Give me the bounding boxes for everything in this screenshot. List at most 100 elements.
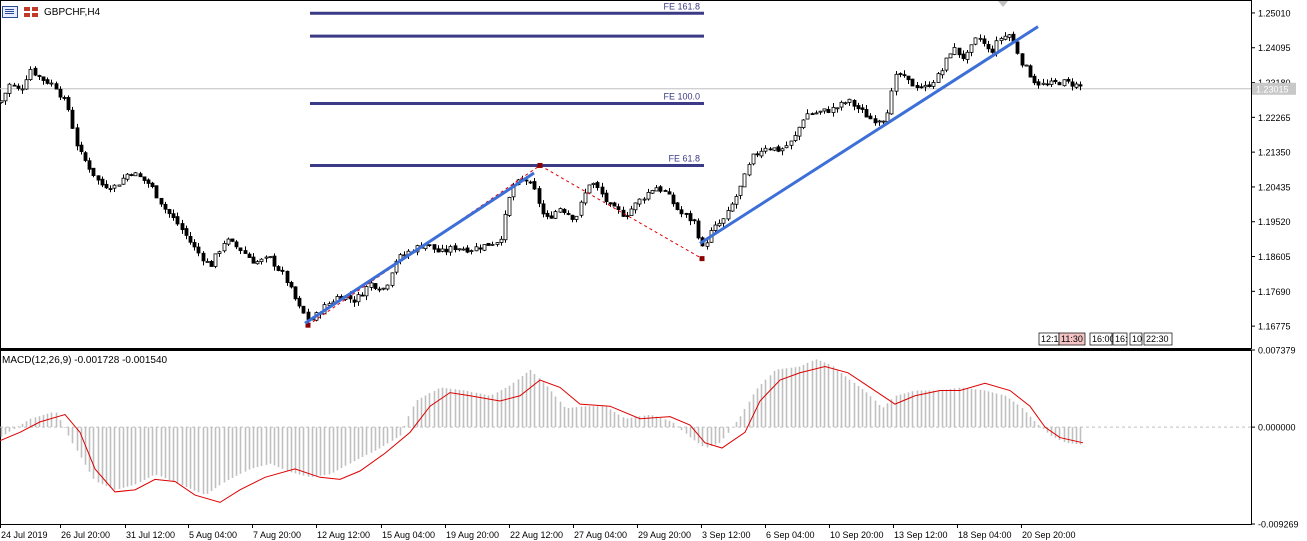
candle-body (952, 47, 957, 55)
candle-body (486, 242, 491, 246)
candle-body (650, 190, 655, 194)
macd-tick-label: 0.000000 (1258, 423, 1296, 433)
price-tick-label: 1.17690 (1258, 287, 1291, 297)
candle-body (772, 147, 777, 151)
candle-body (62, 97, 67, 99)
candle-body (33, 67, 38, 76)
candle-body (629, 208, 634, 216)
time-tick-label: 13 Sep 12:00 (894, 530, 948, 540)
candle-body (566, 213, 571, 215)
candle-body (167, 209, 172, 215)
session-time-box (1143, 332, 1173, 346)
candle-body (797, 126, 802, 137)
candle-body (675, 202, 680, 210)
candle-body (1036, 81, 1041, 86)
candle-body (537, 188, 542, 204)
candle-body (574, 215, 579, 220)
trendline (699, 25, 1039, 245)
candle-body (579, 201, 584, 216)
candle-body (3, 92, 8, 102)
candle-body (390, 272, 395, 286)
chart-window-icon[interactable] (2, 6, 18, 18)
candle-body (663, 190, 668, 192)
candle-body (553, 211, 558, 219)
candle-body (927, 84, 932, 87)
candle-body (1062, 79, 1067, 87)
candle-body (495, 242, 500, 245)
candle-body (243, 250, 248, 254)
candle-body (604, 192, 609, 202)
price-tick-label: 1.20435 (1258, 182, 1291, 192)
candle-body (692, 219, 697, 222)
candle-body (1007, 34, 1012, 38)
candle-body (0, 100, 4, 103)
zigzag-line (307, 164, 703, 326)
time-tick-label: 31 Jul 12:00 (126, 530, 175, 540)
session-time-label: 16: (1115, 334, 1128, 344)
candle-body (688, 213, 693, 222)
candle-body (889, 90, 894, 115)
candle-body (625, 215, 630, 218)
candle-body (499, 238, 504, 243)
candle-body (100, 178, 105, 186)
candle-body (121, 177, 126, 185)
candle-body (49, 82, 54, 85)
candle-body (457, 248, 462, 251)
candle-body (768, 148, 773, 151)
symbol-label: GBPCHF,H4 (44, 6, 101, 18)
candle-body (986, 44, 991, 50)
candle-body (658, 186, 663, 192)
time-tick-label: 24 Jul 2019 (1, 530, 48, 540)
time-tick-label: 5 Aug 04:00 (189, 530, 237, 540)
candle-body (671, 194, 676, 205)
candle-body (133, 172, 138, 177)
candle-body (1041, 82, 1046, 85)
macd-frame (0, 350, 1252, 525)
candle-body (226, 238, 231, 245)
candle-body (532, 181, 537, 190)
candle-body (12, 84, 17, 87)
candle-body (944, 57, 949, 71)
zigzag-point (699, 256, 705, 262)
candle-body (810, 113, 815, 116)
candle-body (465, 247, 470, 253)
candle-body (608, 202, 613, 205)
candle-body (117, 184, 122, 187)
candle-body (877, 120, 882, 123)
candle-body (394, 260, 399, 273)
time-tick-label: 29 Aug 20:00 (638, 530, 691, 540)
candle-body (902, 74, 907, 77)
candle-body (881, 120, 886, 123)
main-chart-frame (0, 0, 1252, 349)
candle-body (642, 198, 647, 201)
candle-body (482, 244, 487, 251)
macd-tick-label: -0.009269 (1258, 520, 1299, 530)
candle-body (734, 196, 739, 205)
candle-body (742, 173, 747, 188)
session-time-box (1112, 332, 1128, 346)
candle-body (784, 145, 789, 149)
candle-body (20, 88, 25, 91)
price-tick-label: 1.25010 (1258, 8, 1291, 18)
candle-body (780, 148, 785, 152)
candle-body (873, 118, 878, 124)
candle-body (818, 110, 823, 113)
candle-body (276, 266, 281, 271)
candle-body (297, 297, 302, 307)
candle-body (129, 174, 134, 176)
candle-body (490, 243, 495, 246)
candle-body (79, 144, 84, 152)
candle-body (755, 153, 760, 156)
candle-body (142, 176, 147, 181)
candle-body (381, 287, 386, 290)
candle-body (138, 173, 143, 178)
candle-body (96, 175, 101, 181)
candle-body (822, 108, 827, 112)
candle-body (789, 140, 794, 146)
candle-body (453, 245, 458, 251)
candle-body (1024, 64, 1029, 67)
candle-body (621, 209, 626, 217)
macd-signal-line (0, 365, 1084, 503)
candle-body (58, 88, 63, 98)
